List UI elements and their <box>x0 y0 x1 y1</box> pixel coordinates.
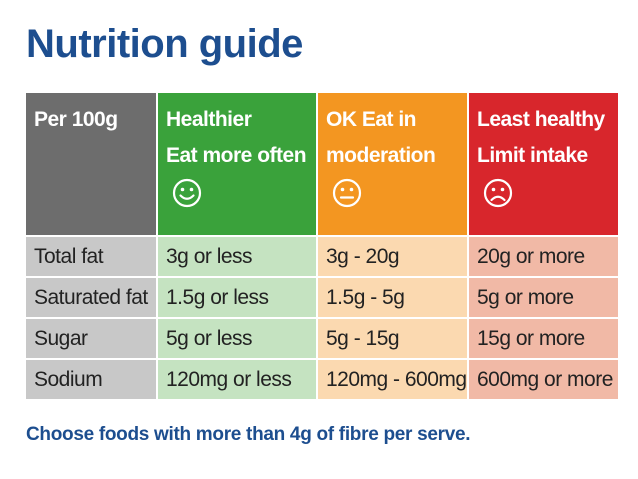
header-ok-line2: moderation <box>326 144 436 167</box>
ok-value: 5g - 15g <box>316 317 467 358</box>
fibre-note: Choose foods with more than 4g of fibre … <box>26 424 471 445</box>
header-least-healthy: Least healthy Limit intake <box>467 93 618 235</box>
ok-value: 1.5g - 5g <box>316 276 467 317</box>
nutrient-label: Sugar <box>26 317 156 358</box>
least-healthy-value: 15g or more <box>467 317 618 358</box>
nutrient-label: Saturated fat <box>26 276 156 317</box>
table-row: Sodium 120mg or less 120mg - 600mg 600mg… <box>26 358 618 399</box>
header-per-100g: Per 100g <box>26 93 156 235</box>
sad-face-icon <box>483 178 513 208</box>
table-row: Sugar 5g or less 5g - 15g 15g or more <box>26 317 618 358</box>
healthier-value: 3g or less <box>156 235 316 276</box>
header-healthier-line1: Healthier <box>166 108 252 131</box>
nutrition-table: Per 100g Healthier Eat more often OK Eat… <box>26 93 618 399</box>
table-row: Total fat 3g or less 3g - 20g 20g or mor… <box>26 235 618 276</box>
header-ok: OK Eat in moderation <box>316 93 467 235</box>
header-healthier: Healthier Eat more often <box>156 93 316 235</box>
least-healthy-value: 600mg or more <box>467 358 618 399</box>
least-healthy-value: 5g or more <box>467 276 618 317</box>
header-healthier-line2: Eat more often <box>166 144 307 167</box>
page-title: Nutrition guide <box>26 22 303 66</box>
header-per-100g-label: Per 100g <box>34 108 118 131</box>
smiley-face-icon <box>172 178 202 208</box>
table-row: Saturated fat 1.5g or less 1.5g - 5g 5g … <box>26 276 618 317</box>
healthier-value: 5g or less <box>156 317 316 358</box>
ok-value: 120mg - 600mg <box>316 358 467 399</box>
nutrient-label: Sodium <box>26 358 156 399</box>
nutrient-label: Total fat <box>26 235 156 276</box>
header-ok-line1: OK Eat in <box>326 108 417 131</box>
header-least-line2: Limit intake <box>477 144 588 167</box>
header-least-line1: Least healthy <box>477 108 605 131</box>
healthier-value: 1.5g or less <box>156 276 316 317</box>
healthier-value: 120mg or less <box>156 358 316 399</box>
neutral-face-icon <box>332 178 362 208</box>
ok-value: 3g - 20g <box>316 235 467 276</box>
table-header-row: Per 100g Healthier Eat more often OK Eat… <box>26 93 618 235</box>
least-healthy-value: 20g or more <box>467 235 618 276</box>
